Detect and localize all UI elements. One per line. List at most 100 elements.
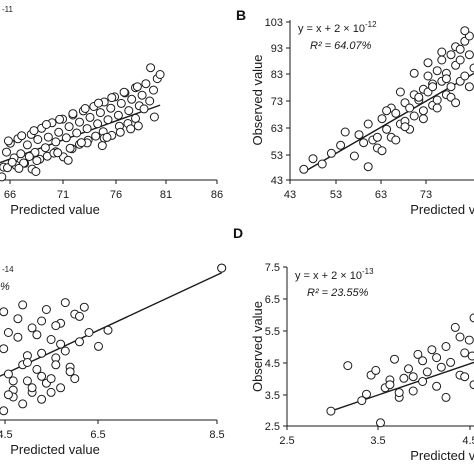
x-tick-label: 76 <box>110 189 122 201</box>
data-point <box>326 406 336 416</box>
data-point <box>455 55 465 65</box>
data-point <box>418 114 428 124</box>
data-point <box>395 87 405 97</box>
data-point <box>97 141 107 151</box>
data-point <box>41 305 51 314</box>
y-tick-label: 103 <box>265 17 283 29</box>
x-tick-label: 4.5 <box>0 429 13 441</box>
y-axis-title: Observed value <box>250 301 265 392</box>
data-point <box>3 328 13 337</box>
data-point <box>43 132 53 142</box>
y-tick-label: 5.5 <box>265 326 280 338</box>
fit-equation-exponent: -11 <box>2 5 14 14</box>
data-point <box>308 154 318 164</box>
fit-line <box>330 361 474 412</box>
data-point <box>107 93 117 103</box>
data-point <box>3 369 13 379</box>
data-point <box>363 162 373 172</box>
data-point <box>72 128 82 138</box>
data-point <box>357 396 367 406</box>
data-point <box>8 376 18 386</box>
data-point <box>409 68 419 78</box>
data-point <box>423 71 433 81</box>
data-point <box>80 104 90 113</box>
y-tick-label: 3.5 <box>265 390 280 402</box>
data-point <box>17 131 27 141</box>
data-point <box>106 103 116 113</box>
data-point <box>46 387 56 397</box>
data-point <box>93 119 103 129</box>
r-squared-label: % <box>0 281 10 293</box>
data-point <box>432 353 442 363</box>
data-point <box>441 74 451 84</box>
r-squared-label: R² = 64.07% <box>310 40 372 52</box>
data-point <box>432 66 442 76</box>
data-point <box>377 114 387 124</box>
data-point <box>124 106 134 116</box>
data-point <box>0 307 9 317</box>
panel-letter: B <box>236 7 246 23</box>
data-point <box>404 364 413 374</box>
data-point <box>29 126 39 136</box>
data-point <box>13 314 23 324</box>
data-point <box>446 82 456 92</box>
x-tick-label: 53 <box>330 189 342 201</box>
data-point <box>299 164 309 174</box>
data-point <box>343 361 353 371</box>
data-point <box>460 348 470 358</box>
data-point <box>51 321 61 331</box>
data-point <box>61 133 71 143</box>
data-point <box>137 90 147 100</box>
panel-c: 4.5 6.5 8.5 Predicted value -14% <box>0 263 227 457</box>
data-point <box>32 364 42 374</box>
fit-equation: y = x + 2 × 10-12 <box>298 20 377 35</box>
y-tick-label: 93 <box>271 43 283 55</box>
data-point <box>409 111 419 121</box>
data-point <box>399 373 409 383</box>
data-point <box>145 96 155 106</box>
data-point <box>37 316 47 326</box>
x-tick-label: 8.5 <box>209 429 224 441</box>
data-point <box>460 372 470 382</box>
fit-equation-exponent: -13 <box>362 267 374 276</box>
data-point <box>119 87 129 97</box>
data-point <box>155 70 165 79</box>
data-point <box>390 354 399 364</box>
data-point <box>450 322 460 332</box>
y-tick-label: 73 <box>271 96 283 108</box>
data-point <box>446 357 456 367</box>
data-point <box>22 140 32 150</box>
data-point <box>7 157 17 167</box>
data-point <box>18 300 28 310</box>
x-tick-label: 4.5 <box>462 435 474 447</box>
data-point <box>437 47 447 57</box>
panel-letter: D <box>233 225 243 241</box>
data-point <box>113 110 123 120</box>
data-point <box>32 330 42 340</box>
data-point <box>469 313 474 323</box>
r-squared-label: R² = 23.55% <box>307 287 369 299</box>
x-tick-label: 81 <box>160 189 172 201</box>
data-point <box>441 392 451 402</box>
data-point <box>418 377 428 386</box>
x-tick-label: 6.5 <box>90 429 105 441</box>
x-tick-label: 66 <box>4 189 16 201</box>
data-point <box>139 104 149 114</box>
fit-equation-exponent: -12 <box>365 20 377 29</box>
data-point <box>437 55 447 65</box>
data-point <box>394 388 404 398</box>
data-point <box>51 137 61 147</box>
data-point <box>75 311 84 321</box>
data-point <box>127 94 137 104</box>
data-point <box>131 113 140 123</box>
x-tick-label: 73 <box>420 189 432 201</box>
data-point <box>76 138 86 148</box>
x-axis-title: Predicted value <box>10 202 100 217</box>
data-point <box>60 346 70 356</box>
data-point <box>102 132 112 142</box>
data-point <box>455 332 465 342</box>
data-point <box>46 374 56 384</box>
data-point <box>37 371 47 381</box>
data-point <box>27 323 37 333</box>
